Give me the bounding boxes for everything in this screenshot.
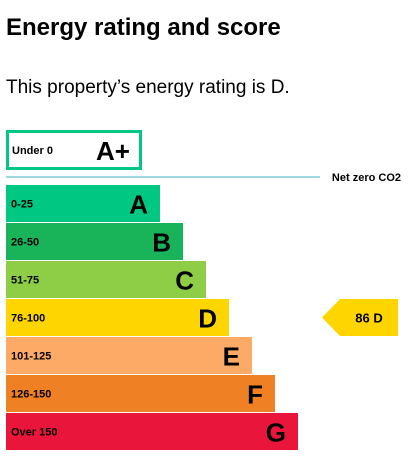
band-c-letter: C: [175, 266, 194, 296]
band-d-bar: [6, 299, 229, 336]
band-f-range: 126-150: [11, 389, 51, 401]
band-c-bar: [6, 261, 206, 298]
band-a-bar: [6, 185, 160, 222]
current-rating-label: 86 D: [355, 311, 382, 326]
page-title: Energy rating and score: [6, 14, 281, 41]
band-b-letter: B: [152, 228, 171, 258]
band-f-letter: F: [247, 380, 263, 410]
band-d-range: 76-100: [11, 313, 45, 325]
net-zero-label: Net zero CO2: [332, 172, 401, 184]
current-rating-arrow: [322, 299, 398, 336]
band-g-bar: [6, 413, 298, 450]
band-a-range: 0-25: [11, 199, 33, 211]
band-b-bar: [6, 223, 183, 260]
band-a-plus-letter: A+: [96, 136, 130, 166]
band-g-range: Over 150: [11, 427, 57, 439]
band-e-bar: [6, 337, 252, 374]
band-g-letter: G: [266, 418, 286, 448]
band-f-bar: [6, 375, 275, 412]
rating-summary: This property’s energy rating is D.: [6, 77, 290, 98]
band-e-letter: E: [223, 342, 240, 372]
band-a-plus-range: Under 0: [12, 145, 53, 157]
band-e-range: 101-125: [11, 351, 51, 363]
band-b-range: 26-50: [11, 237, 39, 249]
band-a-letter: A: [129, 190, 148, 220]
band-a-plus-bar: [6, 130, 142, 170]
band-d-letter: D: [198, 304, 217, 334]
band-c-range: 51-75: [11, 275, 39, 287]
